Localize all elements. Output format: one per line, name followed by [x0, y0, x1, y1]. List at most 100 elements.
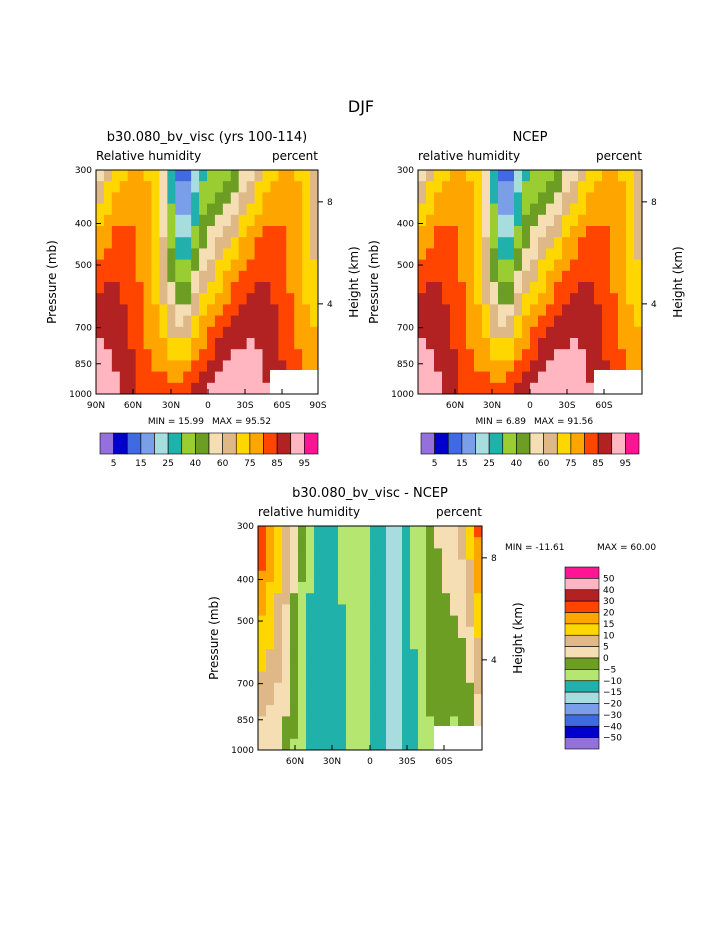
contour-cell [434, 626, 443, 639]
contour-cell [314, 582, 323, 594]
contour-cell [159, 192, 168, 205]
contour-cell [474, 371, 483, 384]
contour-cell [199, 237, 208, 249]
contour-cell [458, 349, 467, 361]
contour-cell [426, 682, 435, 695]
contour-cell [266, 582, 275, 594]
contour-cell [314, 604, 323, 617]
contour-cell [258, 593, 267, 605]
contour-cell [294, 282, 303, 294]
contour-cell [298, 671, 307, 684]
contour-cell [474, 203, 483, 216]
contour-cell [222, 203, 232, 216]
contour-field [96, 170, 318, 394]
contour-cell [199, 349, 208, 361]
contour-cell [466, 526, 475, 538]
contour-cell [322, 559, 331, 572]
colorbar-box [475, 432, 490, 455]
contour-cell [450, 282, 459, 294]
contour-cell [270, 293, 279, 305]
contour-cell [522, 360, 531, 373]
colorbar-label: 75 [244, 459, 255, 469]
contour-cell [346, 570, 355, 583]
contour-cell [546, 270, 555, 283]
x-tick-label: 60S [273, 401, 290, 411]
contour-cell [346, 626, 355, 639]
contour-cell [370, 727, 379, 740]
contour-cell [330, 626, 339, 639]
contour-cell [378, 582, 387, 594]
contour-cell [222, 349, 232, 361]
contour-cell [151, 214, 161, 227]
contour-cell [394, 705, 403, 717]
contour-cell [610, 181, 619, 193]
contour-cell [546, 170, 555, 182]
contour-cell [418, 382, 427, 394]
contour-cell [127, 192, 137, 205]
contour-cell [338, 582, 347, 594]
contour-cell [238, 371, 248, 384]
contour-cell [442, 259, 451, 272]
contour-cell [450, 694, 459, 706]
contour-cell [310, 270, 318, 283]
contour-cell [450, 349, 459, 361]
contour-cell [135, 226, 145, 238]
contour-cell [282, 638, 291, 650]
colorbar-box [564, 737, 600, 750]
contour-cell [530, 192, 539, 205]
max-label: MAX = 91.56 [534, 417, 593, 427]
contour-cell [238, 259, 248, 272]
contour-cell [222, 338, 232, 350]
contour-cell [314, 626, 323, 639]
contour-cell [434, 270, 443, 283]
contour-cell [458, 315, 467, 328]
x-tick-label: 30N [162, 401, 180, 411]
contour-cell [618, 203, 627, 216]
contour-cell [310, 170, 318, 182]
contour-cell [562, 259, 571, 272]
contour-cell [538, 293, 547, 305]
contour-cell [434, 382, 443, 394]
y2-tick-label: 4 [491, 656, 497, 666]
contour-cell [402, 570, 411, 583]
contour-cell [474, 360, 483, 373]
contour-cell [286, 293, 295, 305]
contour-cell [294, 248, 303, 261]
contour-cell [474, 626, 482, 639]
contour-cell [386, 537, 395, 549]
contour-cell [538, 338, 547, 350]
contour-cell [135, 293, 145, 305]
contour-cell [238, 349, 248, 361]
contour-cell [418, 682, 427, 695]
contour-cell [278, 304, 287, 317]
contour-cell [298, 570, 307, 583]
contour-cell [330, 582, 339, 594]
contour-cell [570, 237, 579, 249]
contour-cell [362, 626, 371, 639]
contour-cell [426, 638, 435, 650]
contour-cell [238, 192, 248, 205]
contour-cell [262, 181, 272, 193]
contour-cell [167, 349, 176, 361]
colorbar-box [611, 432, 626, 455]
contour-cell [191, 203, 200, 216]
contour-cell [418, 371, 427, 384]
contour-cell [302, 203, 311, 216]
contour-cell [434, 570, 443, 583]
colorbar-box [529, 432, 544, 455]
contour-cell [214, 349, 224, 361]
contour-cell [458, 649, 467, 661]
contour-cell [634, 248, 642, 261]
contour-cell [586, 293, 595, 305]
contour-cell [290, 738, 299, 750]
contour-cell [458, 170, 467, 182]
contour-cell [191, 270, 200, 283]
contour-cell [278, 293, 287, 305]
contour-cell [159, 326, 168, 339]
contour-cell [191, 338, 200, 350]
contour-cell [274, 638, 283, 650]
contour-cell [482, 181, 491, 193]
contour-cell [626, 181, 635, 193]
contour-cell [426, 259, 435, 272]
contour-cell [290, 582, 299, 594]
